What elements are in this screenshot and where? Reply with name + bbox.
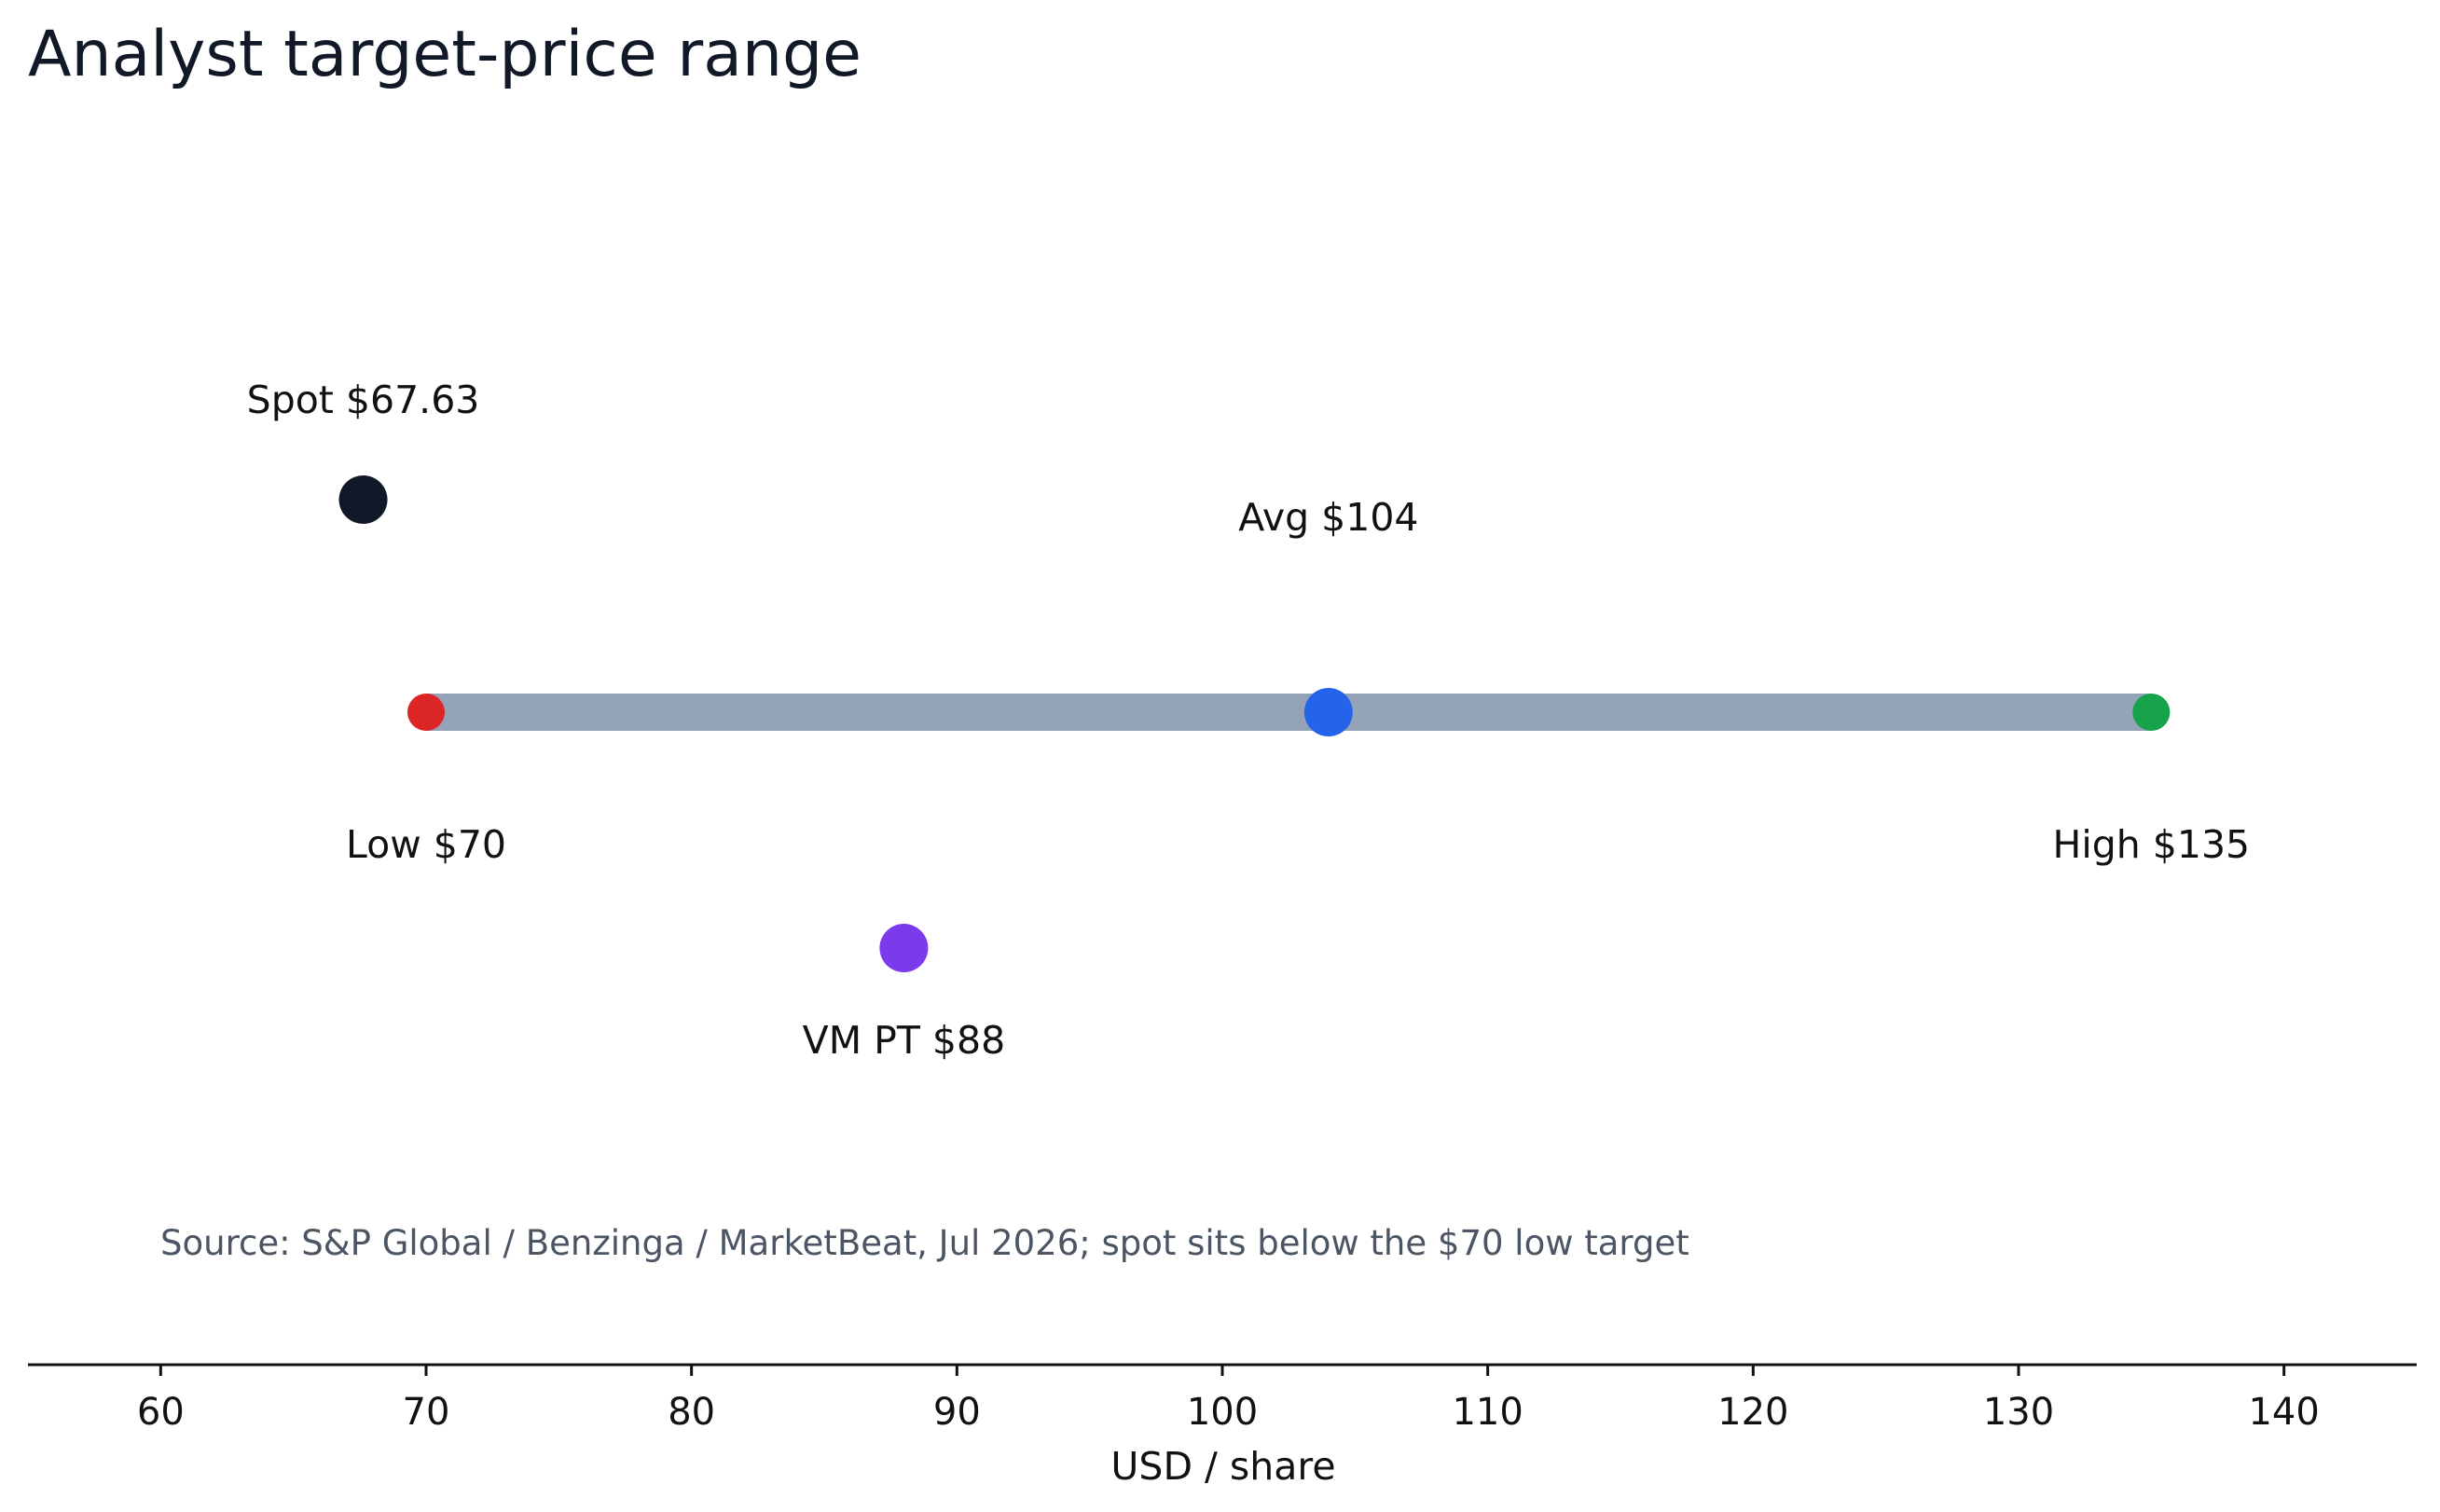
avg-label: Avg $104: [1238, 495, 1418, 540]
vm-pt-label: VM PT $88: [803, 1018, 1006, 1063]
avg-marker: [1303, 688, 1353, 736]
x-tick-label-140: 140: [2248, 1391, 2319, 1434]
x-tick-label-130: 130: [1983, 1391, 2054, 1434]
high-label: High $135: [2053, 822, 2251, 867]
x-axis-ticks: 60 70 80 90 100 110 120 130 140: [137, 1365, 2320, 1434]
x-axis-label: USD / share: [1110, 1444, 1335, 1489]
plot-area: Spot $67.63 Low $70 Avg $104 High $135 VM PT…: [247, 378, 2250, 1063]
high-marker: [2132, 694, 2171, 731]
vm-pt-marker: [879, 924, 929, 972]
x-tick-label-100: 100: [1187, 1391, 1258, 1434]
x-tick-label-120: 120: [1717, 1391, 1788, 1434]
low-marker: [407, 694, 445, 731]
x-tick-label-80: 80: [668, 1391, 715, 1434]
source-note: Source: S&P Global / Benzinga / MarketBe…: [160, 1223, 1689, 1263]
x-tick-label-70: 70: [403, 1391, 450, 1434]
spot-marker: [338, 475, 388, 524]
chart-title: Analyst target-price range: [28, 18, 862, 91]
x-tick-label-60: 60: [137, 1391, 185, 1434]
x-tick-label-110: 110: [1452, 1391, 1523, 1434]
spot-label: Spot $67.63: [247, 378, 480, 422]
low-label: Low $70: [346, 822, 506, 867]
x-tick-label-90: 90: [933, 1391, 981, 1434]
